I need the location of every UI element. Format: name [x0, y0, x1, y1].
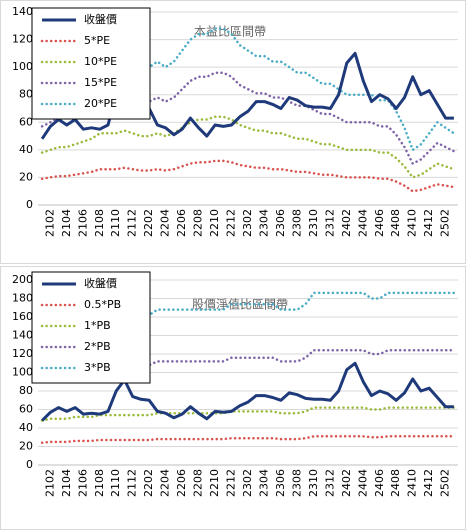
x-tick-label: 2502: [439, 469, 452, 497]
x-tick-label: 2204: [159, 469, 172, 497]
x-tick-label: 2106: [76, 469, 89, 497]
x-tick-label: 2110: [109, 469, 122, 497]
x-tick-label: 2104: [60, 469, 73, 497]
x-tick-label: 2404: [356, 469, 369, 497]
x-tick-label: 2308: [290, 209, 303, 237]
x-tick-label: 2402: [340, 469, 353, 497]
y-tick-label: 20: [19, 170, 33, 183]
x-tick-label: 2212: [225, 209, 238, 237]
y-tick-label: 140: [12, 5, 33, 18]
x-tick-label: 2312: [323, 209, 336, 237]
y-tick-label: 0: [26, 458, 33, 471]
y-tick-label: 180: [12, 292, 33, 305]
y-tick-label: 80: [19, 384, 33, 397]
x-tick-label: 2206: [175, 209, 188, 237]
x-tick-label: 2112: [126, 469, 139, 497]
x-tick-label: 2302: [241, 209, 254, 237]
y-tick-label: 20: [19, 440, 33, 453]
x-tick-label: 2208: [192, 209, 205, 237]
x-tick-label: 2212: [225, 469, 238, 497]
series-line: [40, 71, 456, 165]
y-tick-label: 40: [19, 421, 33, 434]
y-tick-label: 160: [12, 310, 33, 323]
y-tick-label: 80: [19, 88, 33, 101]
y-tick-label: 60: [19, 403, 33, 416]
series-line: [41, 361, 454, 422]
x-tick-label: 2112: [126, 209, 139, 237]
x-tick-label: 2412: [422, 209, 435, 237]
x-tick-label: 2404: [356, 209, 369, 237]
x-tick-label: 2108: [93, 209, 106, 237]
x-tick-label: 2306: [274, 469, 287, 497]
y-tick-label: 120: [12, 33, 33, 46]
series-line: [40, 159, 456, 193]
x-tick-label: 2106: [76, 209, 89, 237]
y-tick-label: 40: [19, 143, 33, 156]
legend-label: 0.5*PB: [84, 298, 121, 311]
x-tick-label: 2406: [373, 469, 386, 497]
x-tick-label: 2410: [406, 209, 419, 237]
series-line: [40, 435, 456, 445]
legend-label: 10*PE: [84, 55, 117, 68]
legend-label: 15*PE: [84, 76, 117, 89]
legend-label: 1*PB: [84, 319, 111, 332]
x-tick-label: 2304: [257, 469, 270, 497]
x-tick-label: 2402: [340, 209, 353, 237]
legend-label: 2*PB: [84, 340, 111, 353]
y-tick-label: 60: [19, 115, 33, 128]
x-tick-label: 2310: [307, 209, 320, 237]
x-tick-label: 2208: [192, 469, 205, 497]
x-tick-label: 2412: [422, 469, 435, 497]
legend-label: 20*PE: [84, 97, 117, 110]
x-tick-label: 2108: [93, 469, 106, 497]
legend-box: [31, 271, 151, 384]
legend-label: 收盤價: [84, 276, 117, 290]
x-tick-label: 2310: [307, 469, 320, 497]
x-tick-label: 2110: [109, 209, 122, 237]
legend-label: 收盤價: [84, 12, 117, 26]
x-tick-label: 2202: [142, 209, 155, 237]
x-tick-label: 2104: [60, 209, 73, 237]
x-tick-label: 2304: [257, 209, 270, 237]
x-tick-label: 2408: [389, 469, 402, 497]
x-tick-label: 2410: [406, 469, 419, 497]
series-line: [40, 406, 456, 422]
x-tick-label: 2206: [175, 469, 188, 497]
x-tick-label: 2408: [389, 209, 402, 237]
legend-box: [31, 7, 151, 120]
x-tick-label: 2302: [241, 469, 254, 497]
x-tick-label: 2210: [208, 469, 221, 497]
x-tick-label: 2210: [208, 209, 221, 237]
x-tick-label: 2308: [290, 469, 303, 497]
x-tick-label: 2202: [142, 469, 155, 497]
y-tick-label: 100: [12, 60, 33, 73]
series-line: [40, 115, 456, 179]
x-tick-label: 2502: [439, 209, 452, 237]
x-tick-label: 2102: [43, 209, 56, 237]
y-tick-label: 120: [12, 347, 33, 360]
y-tick-label: 200: [12, 273, 33, 286]
legend-label: 3*PB: [84, 361, 111, 374]
y-tick-label: 0: [26, 198, 33, 211]
y-tick-label: 100: [12, 366, 33, 379]
legend-label: 5*PE: [84, 34, 110, 47]
chart-title: 本益比區間帶: [194, 25, 266, 39]
x-tick-label: 2306: [274, 209, 287, 237]
x-tick-label: 2406: [373, 209, 386, 237]
x-tick-label: 2204: [159, 209, 172, 237]
x-tick-label: 2102: [43, 469, 56, 497]
x-tick-label: 2312: [323, 469, 336, 497]
y-tick-label: 140: [12, 329, 33, 342]
